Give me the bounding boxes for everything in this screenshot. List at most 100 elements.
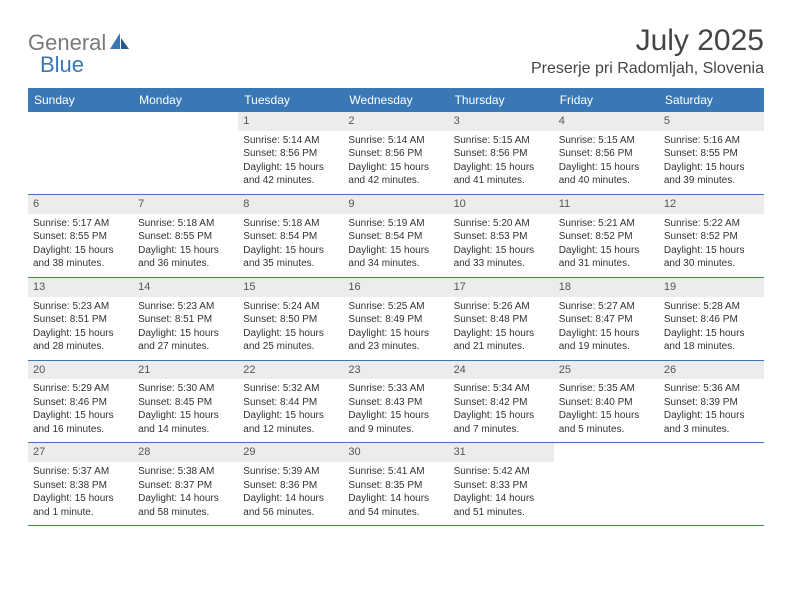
day-data: Sunrise: 5:32 AMSunset: 8:44 PMDaylight:…	[238, 379, 343, 442]
day-data: Sunrise: 5:20 AMSunset: 8:53 PMDaylight:…	[449, 214, 554, 277]
sunrise-text: Sunrise: 5:14 AM	[243, 134, 338, 148]
sunset-text: Sunset: 8:45 PM	[138, 396, 233, 410]
day-data: Sunrise: 5:17 AMSunset: 8:55 PMDaylight:…	[28, 214, 133, 277]
sunrise-text: Sunrise: 5:24 AM	[243, 300, 338, 314]
day-number: 4	[554, 112, 659, 131]
day-data: Sunrise: 5:36 AMSunset: 8:39 PMDaylight:…	[659, 379, 764, 442]
sunrise-text: Sunrise: 5:42 AM	[454, 465, 549, 479]
sunrise-text: Sunrise: 5:15 AM	[454, 134, 549, 148]
sunset-text: Sunset: 8:56 PM	[454, 147, 549, 161]
page-header: General July 2025 Preserje pri Radomljah…	[28, 24, 764, 78]
sunset-text: Sunset: 8:40 PM	[559, 396, 654, 410]
calendar-cell: 16Sunrise: 5:25 AMSunset: 8:49 PMDayligh…	[343, 278, 448, 360]
daylight-text: Daylight: 15 hours and 7 minutes.	[454, 409, 549, 436]
calendar-cell	[554, 443, 659, 525]
daylight-text: Daylight: 15 hours and 34 minutes.	[348, 244, 443, 271]
daylight-text: Daylight: 15 hours and 27 minutes.	[138, 327, 233, 354]
daylight-text: Daylight: 15 hours and 3 minutes.	[664, 409, 759, 436]
sunrise-text: Sunrise: 5:35 AM	[559, 382, 654, 396]
day-number: 24	[449, 361, 554, 380]
daylight-text: Daylight: 15 hours and 42 minutes.	[348, 161, 443, 188]
daylight-text: Daylight: 15 hours and 35 minutes.	[243, 244, 338, 271]
calendar-cell: 7Sunrise: 5:18 AMSunset: 8:55 PMDaylight…	[133, 195, 238, 277]
daylight-text: Daylight: 15 hours and 31 minutes.	[559, 244, 654, 271]
sunset-text: Sunset: 8:46 PM	[33, 396, 128, 410]
calendar-cell: 3Sunrise: 5:15 AMSunset: 8:56 PMDaylight…	[449, 112, 554, 194]
day-data: Sunrise: 5:14 AMSunset: 8:56 PMDaylight:…	[238, 131, 343, 194]
day-data: Sunrise: 5:16 AMSunset: 8:55 PMDaylight:…	[659, 131, 764, 194]
day-number: 12	[659, 195, 764, 214]
daylight-text: Daylight: 15 hours and 23 minutes.	[348, 327, 443, 354]
daylight-text: Daylight: 15 hours and 21 minutes.	[454, 327, 549, 354]
calendar-cell: 22Sunrise: 5:32 AMSunset: 8:44 PMDayligh…	[238, 361, 343, 443]
sunset-text: Sunset: 8:44 PM	[243, 396, 338, 410]
sunset-text: Sunset: 8:38 PM	[33, 479, 128, 493]
sunset-text: Sunset: 8:51 PM	[33, 313, 128, 327]
daylight-text: Daylight: 15 hours and 1 minute.	[33, 492, 128, 519]
sunset-text: Sunset: 8:52 PM	[664, 230, 759, 244]
daylight-text: Daylight: 15 hours and 25 minutes.	[243, 327, 338, 354]
day-number: 1	[238, 112, 343, 131]
sunset-text: Sunset: 8:51 PM	[138, 313, 233, 327]
daylight-text: Daylight: 15 hours and 33 minutes.	[454, 244, 549, 271]
day-data: Sunrise: 5:25 AMSunset: 8:49 PMDaylight:…	[343, 297, 448, 360]
daylight-text: Daylight: 15 hours and 38 minutes.	[33, 244, 128, 271]
day-number: 7	[133, 195, 238, 214]
daylight-text: Daylight: 15 hours and 30 minutes.	[664, 244, 759, 271]
daylight-text: Daylight: 15 hours and 18 minutes.	[664, 327, 759, 354]
calendar-row: 27Sunrise: 5:37 AMSunset: 8:38 PMDayligh…	[28, 443, 764, 526]
day-number: 19	[659, 278, 764, 297]
day-number: 23	[343, 361, 448, 380]
day-data: Sunrise: 5:28 AMSunset: 8:46 PMDaylight:…	[659, 297, 764, 360]
day-number: 5	[659, 112, 764, 131]
sunrise-text: Sunrise: 5:39 AM	[243, 465, 338, 479]
sunrise-text: Sunrise: 5:23 AM	[33, 300, 128, 314]
daylight-text: Daylight: 14 hours and 56 minutes.	[243, 492, 338, 519]
sunset-text: Sunset: 8:52 PM	[559, 230, 654, 244]
calendar-cell: 19Sunrise: 5:28 AMSunset: 8:46 PMDayligh…	[659, 278, 764, 360]
calendar-cell: 1Sunrise: 5:14 AMSunset: 8:56 PMDaylight…	[238, 112, 343, 194]
sunset-text: Sunset: 8:54 PM	[243, 230, 338, 244]
calendar-cell: 25Sunrise: 5:35 AMSunset: 8:40 PMDayligh…	[554, 361, 659, 443]
sunrise-text: Sunrise: 5:21 AM	[559, 217, 654, 231]
calendar-cell	[28, 112, 133, 194]
sunrise-text: Sunrise: 5:37 AM	[33, 465, 128, 479]
sunset-text: Sunset: 8:35 PM	[348, 479, 443, 493]
day-number: 27	[28, 443, 133, 462]
sunrise-text: Sunrise: 5:22 AM	[664, 217, 759, 231]
day-data: Sunrise: 5:41 AMSunset: 8:35 PMDaylight:…	[343, 462, 448, 525]
sunset-text: Sunset: 8:55 PM	[138, 230, 233, 244]
daylight-text: Daylight: 15 hours and 36 minutes.	[138, 244, 233, 271]
day-data: Sunrise: 5:18 AMSunset: 8:54 PMDaylight:…	[238, 214, 343, 277]
daylight-text: Daylight: 15 hours and 41 minutes.	[454, 161, 549, 188]
day-header: Wednesday	[343, 88, 448, 112]
calendar-row: 1Sunrise: 5:14 AMSunset: 8:56 PMDaylight…	[28, 112, 764, 195]
empty-day	[28, 112, 133, 130]
day-number: 14	[133, 278, 238, 297]
day-number: 28	[133, 443, 238, 462]
sunrise-text: Sunrise: 5:34 AM	[454, 382, 549, 396]
sunset-text: Sunset: 8:47 PM	[559, 313, 654, 327]
calendar-cell: 27Sunrise: 5:37 AMSunset: 8:38 PMDayligh…	[28, 443, 133, 525]
sunrise-text: Sunrise: 5:16 AM	[664, 134, 759, 148]
sunrise-text: Sunrise: 5:23 AM	[138, 300, 233, 314]
day-data: Sunrise: 5:38 AMSunset: 8:37 PMDaylight:…	[133, 462, 238, 525]
day-number: 11	[554, 195, 659, 214]
daylight-text: Daylight: 14 hours and 51 minutes.	[454, 492, 549, 519]
day-data: Sunrise: 5:37 AMSunset: 8:38 PMDaylight:…	[28, 462, 133, 525]
day-data: Sunrise: 5:23 AMSunset: 8:51 PMDaylight:…	[133, 297, 238, 360]
sunset-text: Sunset: 8:55 PM	[33, 230, 128, 244]
day-data: Sunrise: 5:23 AMSunset: 8:51 PMDaylight:…	[28, 297, 133, 360]
sunrise-text: Sunrise: 5:38 AM	[138, 465, 233, 479]
sunrise-text: Sunrise: 5:20 AM	[454, 217, 549, 231]
calendar-cell: 15Sunrise: 5:24 AMSunset: 8:50 PMDayligh…	[238, 278, 343, 360]
calendar-cell: 2Sunrise: 5:14 AMSunset: 8:56 PMDaylight…	[343, 112, 448, 194]
calendar-cell: 21Sunrise: 5:30 AMSunset: 8:45 PMDayligh…	[133, 361, 238, 443]
day-number: 2	[343, 112, 448, 131]
day-data: Sunrise: 5:24 AMSunset: 8:50 PMDaylight:…	[238, 297, 343, 360]
sunrise-text: Sunrise: 5:32 AM	[243, 382, 338, 396]
calendar-cell: 20Sunrise: 5:29 AMSunset: 8:46 PMDayligh…	[28, 361, 133, 443]
daylight-text: Daylight: 15 hours and 28 minutes.	[33, 327, 128, 354]
day-number: 18	[554, 278, 659, 297]
daylight-text: Daylight: 15 hours and 39 minutes.	[664, 161, 759, 188]
